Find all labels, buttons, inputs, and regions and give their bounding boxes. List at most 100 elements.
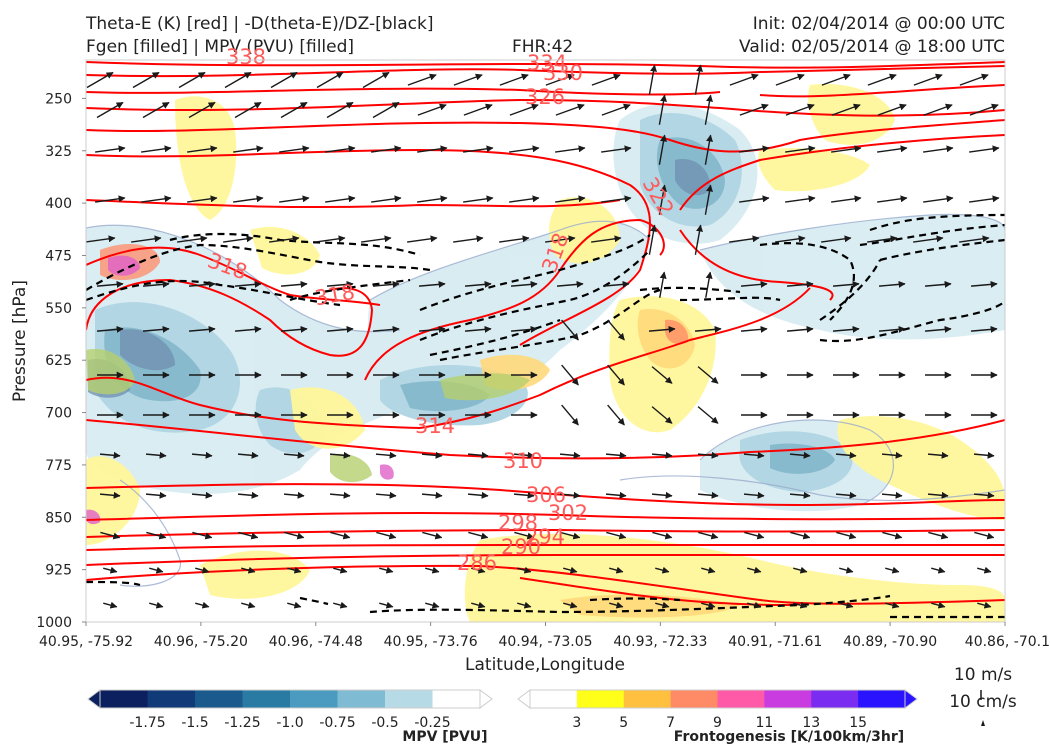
colorbar-segment bbox=[811, 690, 859, 708]
mpv-colorbar: -1.75 -1.5 -1.25 -1.0 -0.75 -0.5 -0.25 bbox=[87, 689, 493, 731]
wind-vector-arrow bbox=[775, 235, 806, 243]
wind-vector-arrow bbox=[241, 601, 256, 609]
wind-vector-arrow bbox=[785, 195, 816, 203]
wind-vector-layer bbox=[86, 64, 1000, 609]
wind-vector-arrow bbox=[329, 451, 351, 459]
y-axis: 250 325 400 475 550 625 700 775 850 925 1000 bbox=[36, 91, 86, 631]
wind-vector-arrow bbox=[238, 531, 259, 540]
wind-vector-arrow bbox=[149, 566, 164, 574]
x-tick-label: 40.96, -75.20 bbox=[154, 634, 248, 650]
theta-e-contour bbox=[679, 134, 1005, 211]
wind-vector-arrow bbox=[973, 451, 995, 459]
wind-vector-arrow bbox=[279, 145, 310, 153]
y-tick-label: 850 bbox=[45, 510, 72, 526]
colorbar-segment bbox=[764, 690, 812, 708]
wind-vector-arrow bbox=[836, 531, 857, 540]
wind-vector-arrow bbox=[775, 73, 805, 86]
wind-vector-arrow bbox=[831, 145, 862, 153]
y-tick-label: 1000 bbox=[36, 615, 72, 631]
wind-vector-arrow bbox=[821, 235, 852, 243]
wind-vector-arrow bbox=[739, 195, 770, 203]
wind-vector-arrow bbox=[959, 235, 990, 243]
wind-vector-arrow bbox=[704, 134, 713, 165]
colorbar-segment bbox=[385, 690, 433, 708]
colorbar-segment bbox=[623, 690, 672, 708]
y-tick-label: 250 bbox=[45, 91, 72, 107]
wind-vector-arrow bbox=[142, 101, 170, 119]
wind-vector-arrow bbox=[651, 451, 673, 459]
theta-e-contour bbox=[86, 543, 1005, 551]
wind-vector-arrow bbox=[233, 195, 264, 203]
wind-vector-arrow bbox=[375, 491, 397, 499]
dthetae-dz-contour bbox=[86, 580, 141, 587]
wind-vector-arrow bbox=[514, 531, 535, 540]
wind-vector-arrow bbox=[284, 531, 305, 540]
theta-e-contour-label: 338 bbox=[226, 45, 266, 69]
wind-vector-arrow bbox=[280, 325, 308, 333]
wind-vector-arrow bbox=[379, 566, 394, 574]
init-time-label: Init: 02/04/2014 @ 00:00 UTC bbox=[752, 14, 1005, 34]
y-tick-label: 550 bbox=[45, 301, 72, 317]
wind-vector-arrow bbox=[651, 366, 673, 384]
wind-vector-arrow bbox=[977, 566, 992, 574]
colorbar-frame bbox=[529, 689, 906, 709]
wind-vector-arrow bbox=[747, 601, 762, 609]
wind-vector-arrow bbox=[241, 566, 256, 574]
theta-e-contour bbox=[86, 98, 1005, 117]
wind-vector-arrow bbox=[705, 271, 713, 298]
theta-e-contour-label: 326 bbox=[525, 85, 565, 109]
theta-e-contour bbox=[86, 65, 1005, 78]
wind-vector-arrow bbox=[270, 71, 298, 89]
theta-e-contour bbox=[86, 61, 1005, 69]
wind-vector-arrow bbox=[605, 451, 627, 459]
wind-vector-arrow bbox=[743, 491, 765, 499]
wind-vector-arrow bbox=[96, 280, 124, 288]
theta-e-contour-label: 318 bbox=[313, 280, 357, 311]
y-tick-label: 775 bbox=[45, 458, 72, 474]
colorbar-extend-left bbox=[87, 689, 101, 709]
wind-vector-arrow bbox=[453, 235, 484, 243]
colorbar-segment bbox=[195, 690, 243, 708]
dthetae-dz-contour bbox=[869, 213, 1005, 232]
wind-vector-arrow bbox=[591, 235, 622, 243]
wind-vector-arrow bbox=[974, 531, 995, 540]
wind-vector-arrow bbox=[561, 404, 579, 426]
wind-vector-arrow bbox=[648, 325, 676, 333]
wind-vector-arrow bbox=[316, 71, 344, 89]
wind-vector-arrow bbox=[928, 531, 949, 540]
colorbar-extend-right bbox=[904, 689, 918, 709]
colorbar-tick-label: -0.5 bbox=[371, 715, 398, 731]
wind-vector-arrow bbox=[287, 601, 302, 609]
colorbar-tick-label: 9 bbox=[713, 715, 722, 731]
wind-vector-arrow bbox=[325, 145, 356, 153]
wind-vector-arrow bbox=[913, 235, 944, 243]
colorbar-segment bbox=[670, 690, 718, 708]
wind-vector-arrow bbox=[697, 406, 719, 424]
wind-vector-arrow bbox=[463, 103, 493, 116]
theta-e-contour bbox=[86, 246, 381, 306]
wind-vector-arrow bbox=[877, 195, 908, 203]
colorbar-tick-label: 5 bbox=[619, 715, 628, 731]
vector-key-small-arrow bbox=[981, 720, 985, 726]
wind-vector-arrow bbox=[421, 451, 443, 459]
wind-vector-arrow bbox=[694, 325, 722, 333]
colorbar-tick-label: -1.5 bbox=[181, 715, 208, 731]
wind-vector-arrow bbox=[509, 145, 540, 153]
colorbar-frame bbox=[99, 689, 481, 709]
colorbar-extend-right bbox=[479, 689, 493, 709]
wind-vector-arrow bbox=[224, 71, 252, 89]
wind-vector-arrow bbox=[237, 491, 259, 499]
wind-vector-arrow bbox=[969, 145, 1000, 153]
y-tick-label: 475 bbox=[45, 248, 72, 264]
wind-vector-arrow bbox=[789, 451, 811, 459]
x-tick-label: 40.96, -74.48 bbox=[269, 634, 363, 650]
wind-vector-arrow bbox=[560, 531, 581, 540]
wind-vector-arrow bbox=[326, 280, 354, 288]
theta-e-contour-label: 314 bbox=[415, 414, 455, 438]
wind-vector-arrow bbox=[694, 64, 703, 95]
wind-vector-arrow bbox=[96, 325, 124, 333]
wind-vector-arrow bbox=[195, 601, 210, 609]
wind-vector-arrow bbox=[821, 73, 851, 86]
wind-vector-arrow bbox=[141, 195, 172, 203]
